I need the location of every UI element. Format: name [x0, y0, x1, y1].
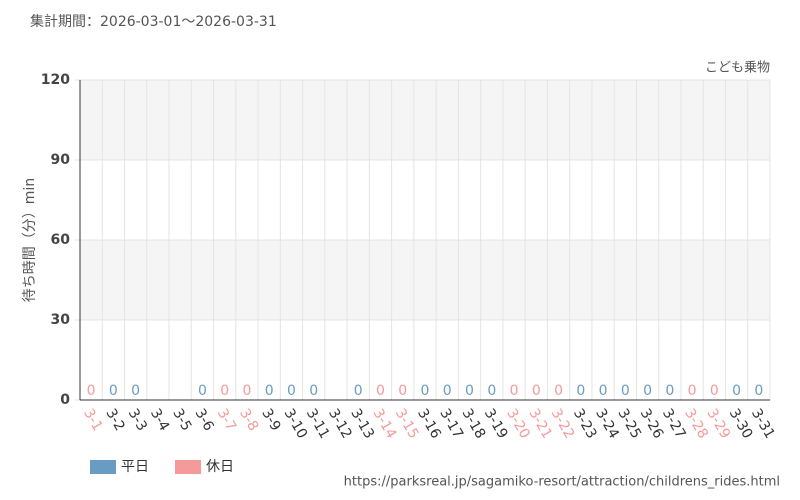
- y-tick-label: 90: [51, 152, 71, 168]
- data-label: 0: [398, 383, 407, 399]
- data-label: 0: [643, 383, 652, 399]
- x-tick-label: 3-2: [102, 406, 127, 434]
- data-label: 0: [665, 383, 674, 399]
- data-label: 0: [131, 383, 140, 399]
- data-label: 0: [688, 383, 697, 399]
- y-tick-label: 30: [51, 312, 71, 328]
- x-tick-label: 3-6: [191, 406, 216, 434]
- chart-title: 集計期間：2026-03-01〜2026-03-31: [30, 13, 277, 30]
- data-label: 0: [443, 383, 452, 399]
- x-tick-label: 3-9: [258, 406, 283, 434]
- x-tick-label: 3-5: [169, 406, 194, 434]
- data-label: 0: [754, 383, 763, 399]
- y-tick-label: 60: [51, 232, 71, 248]
- plot-band: [80, 80, 770, 160]
- data-label: 0: [87, 383, 96, 399]
- plot-band: [80, 240, 770, 320]
- data-label: 0: [510, 383, 519, 399]
- data-label: 0: [576, 383, 585, 399]
- legend-label: 平日: [121, 459, 149, 475]
- y-tick-label: 0: [60, 392, 70, 408]
- y-tick-label: 120: [41, 72, 70, 88]
- data-label: 0: [554, 383, 563, 399]
- chart-subtitle: こども乗物: [705, 61, 770, 76]
- data-label: 0: [487, 383, 496, 399]
- x-tick-label: 3-8: [236, 406, 261, 434]
- legend-swatch: [90, 460, 116, 474]
- data-label: 0: [710, 383, 719, 399]
- legend-label: 休日: [206, 459, 234, 475]
- data-label: 0: [376, 383, 385, 399]
- x-tick-label: 3-7: [214, 406, 239, 434]
- x-tick-label: 3-3: [125, 406, 150, 434]
- y-axis-label: 待ち時間（分）min: [22, 178, 38, 302]
- legend-swatch: [175, 460, 201, 474]
- data-label: 0: [109, 383, 118, 399]
- data-label: 0: [309, 383, 318, 399]
- source-url: https://parksreal.jp/sagamiko-resort/att…: [344, 475, 780, 490]
- x-tick-label: 3-31: [748, 406, 778, 442]
- x-tick-label: 3-4: [147, 406, 172, 434]
- data-label: 0: [732, 383, 741, 399]
- data-label: 0: [621, 383, 630, 399]
- data-label: 0: [220, 383, 229, 399]
- data-label: 0: [242, 383, 251, 399]
- data-label: 0: [421, 383, 430, 399]
- data-label: 0: [465, 383, 474, 399]
- data-label: 0: [354, 383, 363, 399]
- data-label: 0: [532, 383, 541, 399]
- data-label: 0: [198, 383, 207, 399]
- data-label: 0: [287, 383, 296, 399]
- x-tick-label: 3-1: [80, 406, 105, 434]
- data-label: 0: [265, 383, 274, 399]
- data-label: 0: [599, 383, 608, 399]
